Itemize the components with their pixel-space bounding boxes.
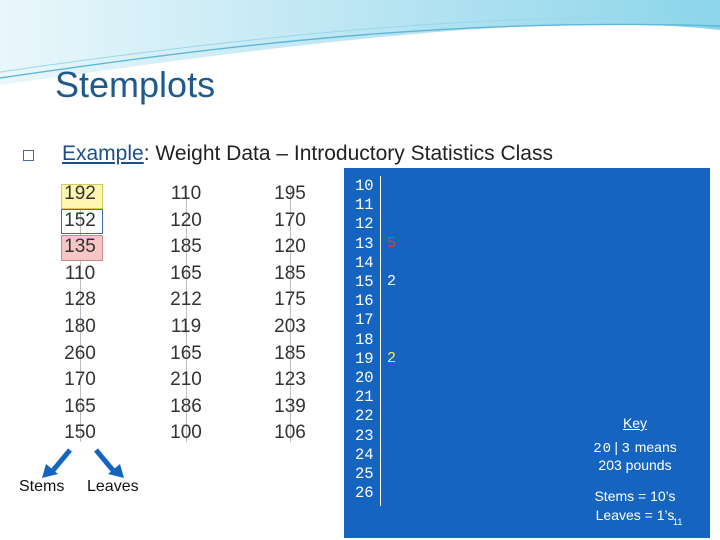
data-column-3: 195 170 120 185 175 203 185 123 139 106 bbox=[266, 181, 314, 447]
data-value: 186 bbox=[170, 395, 202, 417]
leaf-value: 2 bbox=[387, 273, 397, 290]
highlight-yellow bbox=[61, 184, 103, 209]
data-value: 165 bbox=[170, 342, 202, 364]
data-value: 110 bbox=[64, 262, 96, 284]
data-value: 185 bbox=[274, 342, 306, 364]
stem-value: 18 bbox=[355, 330, 374, 349]
stem-value: 10 bbox=[355, 177, 374, 195]
data-value: 100 bbox=[170, 422, 202, 444]
leaves-label: Leaves bbox=[87, 478, 139, 495]
stem-value: 17 bbox=[355, 311, 374, 330]
data-column-2: 110 120 185 165 212 119 165 210 186 100 bbox=[162, 181, 210, 447]
stem-value: 26 bbox=[355, 484, 374, 503]
data-value: 212 bbox=[170, 289, 202, 311]
example-heading: Example: Weight Data – Introductory Stat… bbox=[62, 142, 553, 166]
data-value: 150 bbox=[64, 422, 96, 444]
stem-value: 25 bbox=[355, 465, 374, 484]
stem-value: 11 bbox=[355, 196, 374, 215]
stem-value: 20 bbox=[355, 369, 374, 388]
data-value: 139 bbox=[274, 395, 306, 417]
header-swoosh bbox=[0, 0, 720, 85]
stemplot-panel bbox=[344, 168, 710, 538]
data-column-1: 192 152 135 110 128 180 260 170 165 150 bbox=[56, 181, 104, 447]
data-value: 123 bbox=[274, 369, 306, 391]
stem-value: 13 bbox=[355, 234, 374, 253]
data-value: 165 bbox=[170, 262, 202, 284]
example-description: : Weight Data – Introductory Statistics … bbox=[143, 142, 553, 165]
slide-title: Stemplots bbox=[55, 64, 216, 105]
key-scale: Stems = 10’s Leaves = 1’s bbox=[570, 487, 700, 525]
key-box: Key 20|3 means 203 pounds Stems = 10’s L… bbox=[570, 415, 700, 525]
key-title: Key bbox=[622, 415, 648, 431]
key-example-number: 20|3 bbox=[593, 441, 631, 457]
leaf-value: 5 bbox=[387, 234, 397, 252]
data-value: 119 bbox=[170, 315, 202, 337]
leaf-value: 2 bbox=[387, 349, 397, 367]
stem-list: 10 11 12 13 14 15 16 17 18 19 20 21 22 2… bbox=[355, 177, 374, 503]
data-value: 170 bbox=[274, 209, 306, 231]
data-value: 170 bbox=[64, 369, 96, 391]
stem-value: 21 bbox=[355, 388, 374, 407]
stem-value: 16 bbox=[355, 292, 374, 311]
stem-value: 22 bbox=[355, 407, 374, 426]
data-value: 110 bbox=[170, 183, 202, 204]
data-value: 195 bbox=[274, 183, 306, 204]
stem-value: 19 bbox=[355, 349, 374, 368]
key-leaves-scale: Leaves = 1’s bbox=[595, 507, 675, 523]
data-value: 175 bbox=[274, 289, 306, 311]
key-example: 20|3 means bbox=[570, 439, 700, 457]
stems-arrow-icon bbox=[42, 448, 72, 478]
data-value: 185 bbox=[274, 262, 306, 284]
bullet-icon bbox=[23, 150, 34, 161]
data-value: 128 bbox=[64, 289, 96, 311]
data-value: 180 bbox=[64, 315, 96, 337]
page-number: 11 bbox=[673, 517, 683, 527]
data-value: 185 bbox=[170, 236, 202, 258]
data-value: 152 bbox=[64, 209, 96, 231]
data-value: 260 bbox=[64, 342, 96, 364]
stem-value: 15 bbox=[355, 273, 374, 292]
data-value: 120 bbox=[170, 209, 202, 231]
data-value: 120 bbox=[274, 236, 306, 258]
key-example-text: means bbox=[634, 439, 677, 455]
data-value: 165 bbox=[64, 395, 96, 417]
stem-value: 24 bbox=[355, 445, 374, 464]
stems-label: Stems bbox=[19, 478, 65, 495]
data-value: 210 bbox=[170, 369, 202, 391]
key-stems-scale: Stems = 10’s bbox=[594, 488, 676, 504]
stem-value: 23 bbox=[355, 426, 374, 445]
key-example-text2: 203 pounds bbox=[598, 457, 672, 473]
highlight-blue bbox=[61, 209, 103, 234]
leaves-arrow-icon bbox=[94, 448, 124, 478]
example-label: Example bbox=[62, 142, 144, 165]
highlight-pink bbox=[61, 235, 103, 261]
data-value: 192 bbox=[64, 183, 96, 204]
data-value: 135 bbox=[64, 236, 96, 258]
stem-value: 14 bbox=[355, 253, 374, 272]
data-value: 106 bbox=[274, 422, 306, 444]
stem-value: 12 bbox=[355, 215, 374, 234]
data-value: 203 bbox=[274, 315, 306, 337]
stem-divider bbox=[380, 176, 381, 506]
